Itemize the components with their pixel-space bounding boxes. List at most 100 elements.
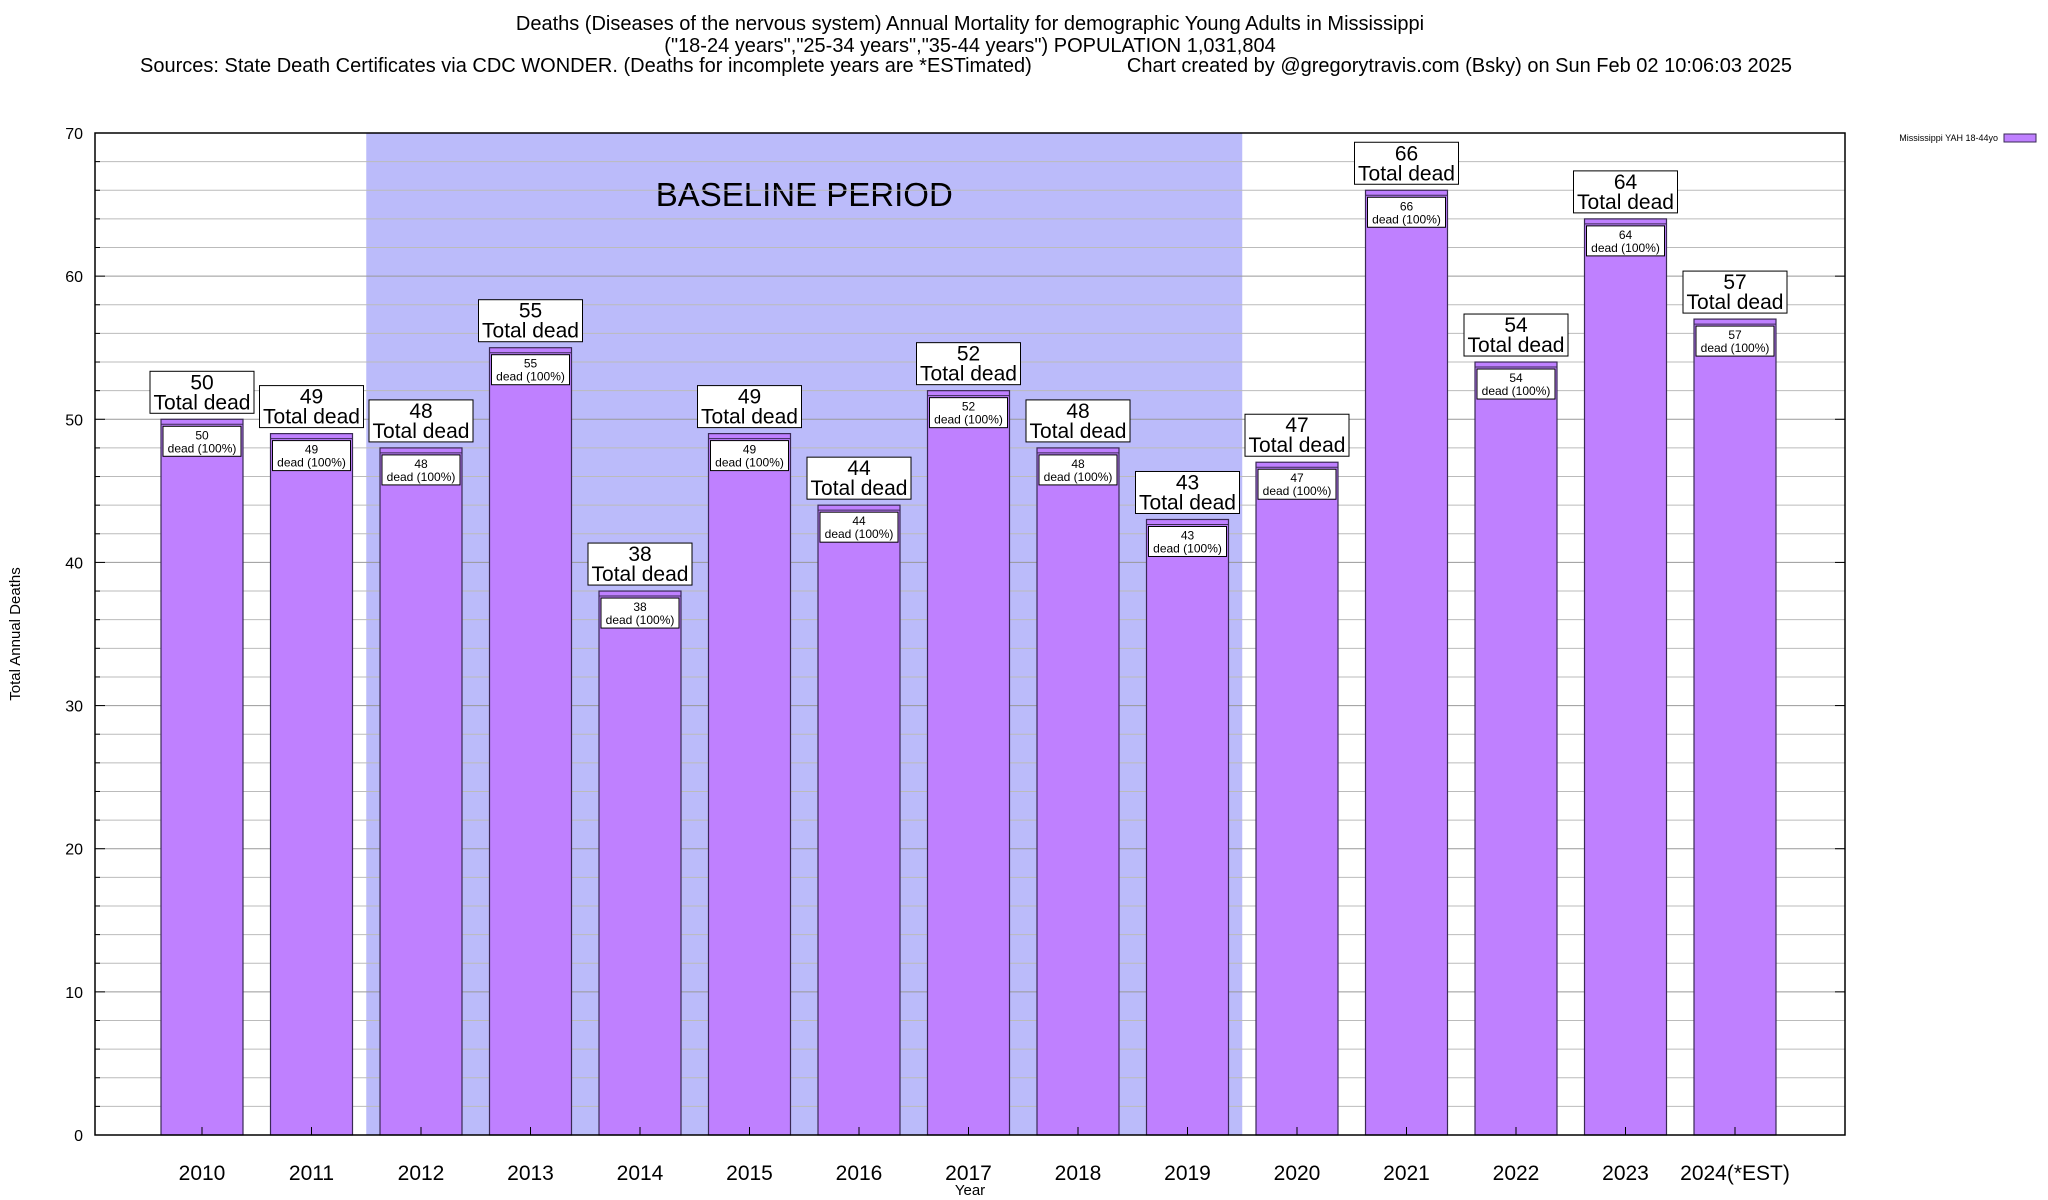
legend-swatch [2003,133,2037,143]
y-axis-label: Total Annual Deaths [7,567,24,700]
bar-inner-label-box [381,454,461,486]
bar [379,447,463,1136]
plot-frame [94,132,1846,1136]
bar-top-total-label: Total dead [811,477,908,500]
bar-inner-value-label: 49 [743,443,757,457]
x-tick-label: 2013 [507,1162,554,1185]
x-tick-label: 2012 [398,1162,445,1185]
bar-inner-percent-label: dead (100%) [1372,212,1441,226]
bar [1036,447,1120,1136]
bar-top-total-label: Total dead [1358,162,1455,185]
y-tick-label: 30 [65,699,83,716]
bar-top-total-label: Total dead [1468,334,1565,357]
y-tick-label: 20 [65,842,83,859]
bar-inner-value-label: 43 [1181,528,1195,542]
y-tick-label: 60 [65,269,83,286]
bar-inner-value-label: 55 [524,357,538,371]
bar-top-total-label: Total dead [1687,291,1784,314]
bar-top-label-box [478,299,583,343]
bar-top-label-box [1354,141,1459,185]
bar-inner-percent-label: dead (100%) [715,456,784,470]
bar-top-total-label: Total dead [701,406,798,429]
bar-inner-value-label: 57 [1728,328,1742,342]
bar-top-label-box [368,399,474,443]
bar-top-value-label: 66 [1395,142,1418,165]
bar-top-value-label: 48 [409,400,432,423]
x-axis-ticks: 2010 2011 2012 2013 2014 2015 2016 2017 2018 2019… [179,1127,1790,1185]
bar [1583,218,1668,1136]
x-tick-label: 2024(*EST) [1680,1162,1790,1185]
bar-top-label-box [806,456,912,500]
bar-top-label-box [1135,470,1240,514]
y-tick-label: 50 [65,412,83,429]
bar-top-value-label: 55 [519,300,542,323]
bar-inner-value-label: 38 [633,600,647,614]
bar [488,347,573,1136]
x-tick-label: 2014 [617,1162,664,1185]
bar-inner-percent-label: dead (100%) [496,370,565,384]
bar-top-value-label: 48 [1066,400,1089,423]
bar-top-label-box [916,342,1021,386]
bar-inner-value-label: 47 [1290,471,1304,485]
bar-inner-label-box [710,440,789,472]
bar-top-value-label: 54 [1504,314,1528,337]
bar-inner-percent-label: dead (100%) [934,413,1003,427]
bar-inner-value-label: 52 [962,400,976,414]
bar-top-total-label: Total dead [482,320,579,343]
bar-inner-label-box [819,511,899,543]
bar-top-total-label: Total dead [1249,434,1346,457]
bar-inner-percent-label: dead (100%) [168,441,237,455]
bar [1255,461,1339,1136]
bar-inner-label-box [1257,468,1337,500]
bar-inner-percent-label: dead (100%) [1591,241,1660,255]
bar-top-label-box [149,370,255,414]
x-tick-label: 2011 [289,1162,334,1185]
bar-inner-label-box [272,440,351,472]
bar-top-value-label: 47 [1285,414,1308,437]
chart-title-line-1: Deaths (Diseases of the nervous system) … [516,13,1424,35]
bar-inner-percent-label: dead (100%) [1153,541,1222,555]
bar-top-value-label: 44 [847,457,871,480]
chart-credit: Chart created by @gregorytravis.com (Bsk… [1127,55,1792,77]
bar-top-value-label: 52 [957,343,980,366]
bar-inner-percent-label: dead (100%) [277,456,346,470]
bar-top-value-label: 57 [1723,271,1746,294]
bar [1364,189,1449,1136]
bar [269,433,354,1136]
bar-inner-label-box [1148,525,1227,557]
y-tick-label: 10 [65,985,83,1002]
bar [160,418,244,1136]
bar-top-total-label: Total dead [1030,420,1127,443]
bar-top-label-box [697,385,802,429]
bar-inner-percent-label: dead (100%) [606,613,675,627]
bar-top-label-box [259,385,364,429]
bar-top-total-label: Total dead [263,406,360,429]
bar-inner-label-box [1695,325,1775,357]
x-tick-label: 2020 [1274,1162,1321,1185]
x-tick-label: 2019 [1164,1162,1211,1185]
bar-top-label-box [1244,413,1350,457]
bar-inner-label-box [1586,225,1665,257]
bar-inner-value-label: 54 [1509,371,1523,385]
bar-top-total-label: Total dead [373,420,470,443]
legend: Mississippi YAH 18-44yo [1899,133,2037,143]
bar-inner-label-box [600,597,680,629]
y-tick-label: 40 [65,555,83,572]
bar [1693,318,1777,1136]
bar-inner-percent-label: dead (100%) [387,470,456,484]
x-tick-label: 2016 [836,1162,883,1185]
bar [598,590,682,1136]
bar-inner-percent-label: dead (100%) [1263,484,1332,498]
bar-top-value-label: 64 [1614,171,1638,194]
